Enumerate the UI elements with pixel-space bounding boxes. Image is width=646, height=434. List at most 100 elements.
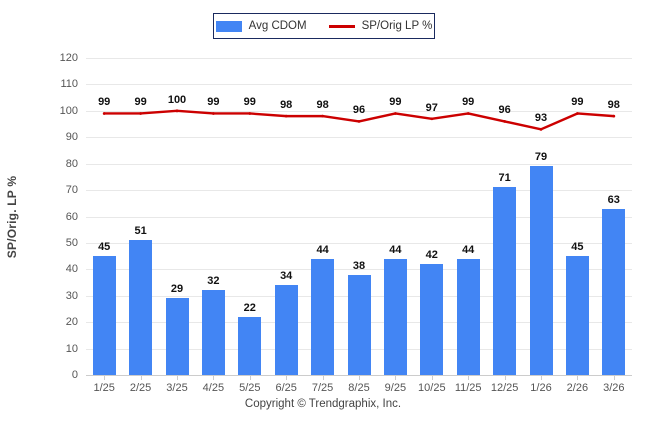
line-markers: [102, 109, 616, 131]
bar[interactable]: [383, 258, 407, 375]
y-axis-title: SP/Orig. LP %: [5, 175, 19, 259]
x-axis-tick: [431, 375, 433, 380]
x-axis-tick: [395, 375, 397, 380]
bar[interactable]: [92, 256, 116, 375]
bar-value-label: 71: [498, 172, 511, 185]
line-marker[interactable]: [466, 112, 470, 115]
legend-item-sp-orig-lp[interactable]: SP/Orig LP %: [328, 20, 432, 32]
line-value-label: 99: [571, 96, 584, 109]
bar[interactable]: [347, 274, 371, 375]
gridline: [86, 190, 632, 192]
line-value-label: 96: [498, 104, 511, 117]
line-value-label: 99: [462, 96, 475, 109]
bar[interactable]: [311, 258, 335, 375]
bar-value-label: 44: [389, 243, 402, 256]
bar[interactable]: [529, 166, 553, 375]
line-marker[interactable]: [357, 120, 361, 123]
x-axis-tick-label: 1/25: [93, 382, 115, 394]
bar-value-label: 79: [534, 151, 548, 164]
x-axis-tick: [140, 375, 142, 380]
x-axis-tick: [177, 375, 178, 380]
line-marker[interactable]: [612, 114, 616, 118]
line-marker[interactable]: [102, 112, 106, 115]
bar[interactable]: [420, 264, 444, 375]
y-axis-tick-label: 120: [59, 52, 78, 64]
bar-value-label: 63: [607, 193, 620, 206]
y-axis-tick-label: 10: [65, 342, 78, 355]
bar[interactable]: [238, 316, 262, 375]
gridline: [86, 216, 632, 218]
line-value-label: 99: [243, 96, 256, 109]
y-axis-tick-label: 0: [71, 369, 78, 381]
x-axis-tick: [213, 375, 215, 380]
bar-swatch-icon: [215, 20, 242, 32]
x-axis-tick: [468, 375, 470, 380]
x-axis-tick-label: 10/25: [418, 382, 446, 394]
gridline: [86, 269, 632, 271]
line-value-label: 98: [316, 99, 329, 112]
line-marker[interactable]: [321, 114, 324, 118]
x-axis-tick-label: 9/25: [384, 382, 407, 394]
legend-item-avg-cdom[interactable]: Avg CDOM: [215, 20, 307, 32]
y-axis-tick-label: 20: [65, 316, 78, 329]
line-value-label: 99: [98, 96, 111, 109]
y-axis-tick-label: 70: [65, 184, 78, 197]
bar-value-label: 45: [571, 241, 584, 254]
bar[interactable]: [201, 290, 225, 375]
bar-value-label: 45: [98, 241, 111, 254]
gridline: [86, 58, 632, 59]
bar-value-label: 32: [207, 275, 220, 288]
y-axis-tick-label: 40: [65, 263, 78, 276]
line-marker[interactable]: [539, 127, 543, 131]
bar-value-label: 42: [425, 249, 438, 262]
bar[interactable]: [602, 208, 626, 375]
x-axis-tick: [577, 375, 579, 380]
bar-value-label: 51: [134, 225, 147, 238]
x-axis-tick-label: 12/25: [490, 382, 519, 394]
x-axis-tick-label: 3/26: [603, 382, 625, 394]
bar[interactable]: [493, 187, 517, 375]
bar[interactable]: [129, 240, 153, 375]
line-marker[interactable]: [139, 112, 142, 115]
line-marker[interactable]: [284, 114, 288, 118]
x-axis-tick-label: 1/26: [530, 382, 552, 394]
line-marker[interactable]: [248, 112, 252, 115]
bar[interactable]: [165, 298, 189, 375]
line-value-label: 100: [167, 93, 187, 106]
bar[interactable]: [565, 256, 589, 375]
bar-value-label: 44: [316, 243, 329, 256]
x-axis-tick-label: 7/25: [311, 382, 334, 394]
bar[interactable]: [274, 285, 298, 375]
x-axis-tick-label: 11/25: [454, 382, 482, 394]
x-axis-tick-label: 2/26: [566, 382, 589, 394]
line-value-label: 93: [534, 112, 548, 125]
y-axis-tick-label: 90: [65, 131, 78, 144]
line-series: [102, 109, 616, 131]
gridline: [86, 110, 632, 112]
plot-area: 120 110 100 90 80 70 60 50 40 30 20 10 0 45 51 29 32 22 3…: [60, 52, 632, 394]
x-axis-tick-label: 8/25: [348, 382, 370, 394]
line-marker[interactable]: [394, 112, 397, 115]
line-marker[interactable]: [212, 112, 215, 115]
y-axis-tick-label: 80: [65, 157, 78, 170]
bar-value-label: 22: [243, 301, 256, 314]
x-axis-tick: [613, 375, 615, 380]
y-axis-tick-label: 110: [60, 78, 78, 91]
x-axis-tick-label: 4/25: [202, 382, 225, 394]
bar[interactable]: [456, 258, 480, 375]
line-swatch-icon: [328, 24, 355, 28]
x-axis-tick: [359, 375, 360, 380]
bar-value-label: 34: [280, 270, 293, 283]
line-marker[interactable]: [576, 112, 579, 115]
x-axis-tick: [104, 375, 106, 380]
bar-value-label: 29: [170, 283, 184, 296]
line-marker[interactable]: [430, 117, 434, 121]
copyright-notice: Copyright © Trendgraphix, Inc.: [244, 398, 402, 410]
line-value-label: 98: [607, 99, 620, 112]
y-axis-tick-label: 100: [59, 104, 78, 117]
bar-value-label: 38: [352, 259, 366, 272]
line-marker[interactable]: [503, 120, 506, 123]
x-axis-tick-label: 3/25: [166, 382, 188, 394]
line-marker[interactable]: [175, 109, 179, 113]
